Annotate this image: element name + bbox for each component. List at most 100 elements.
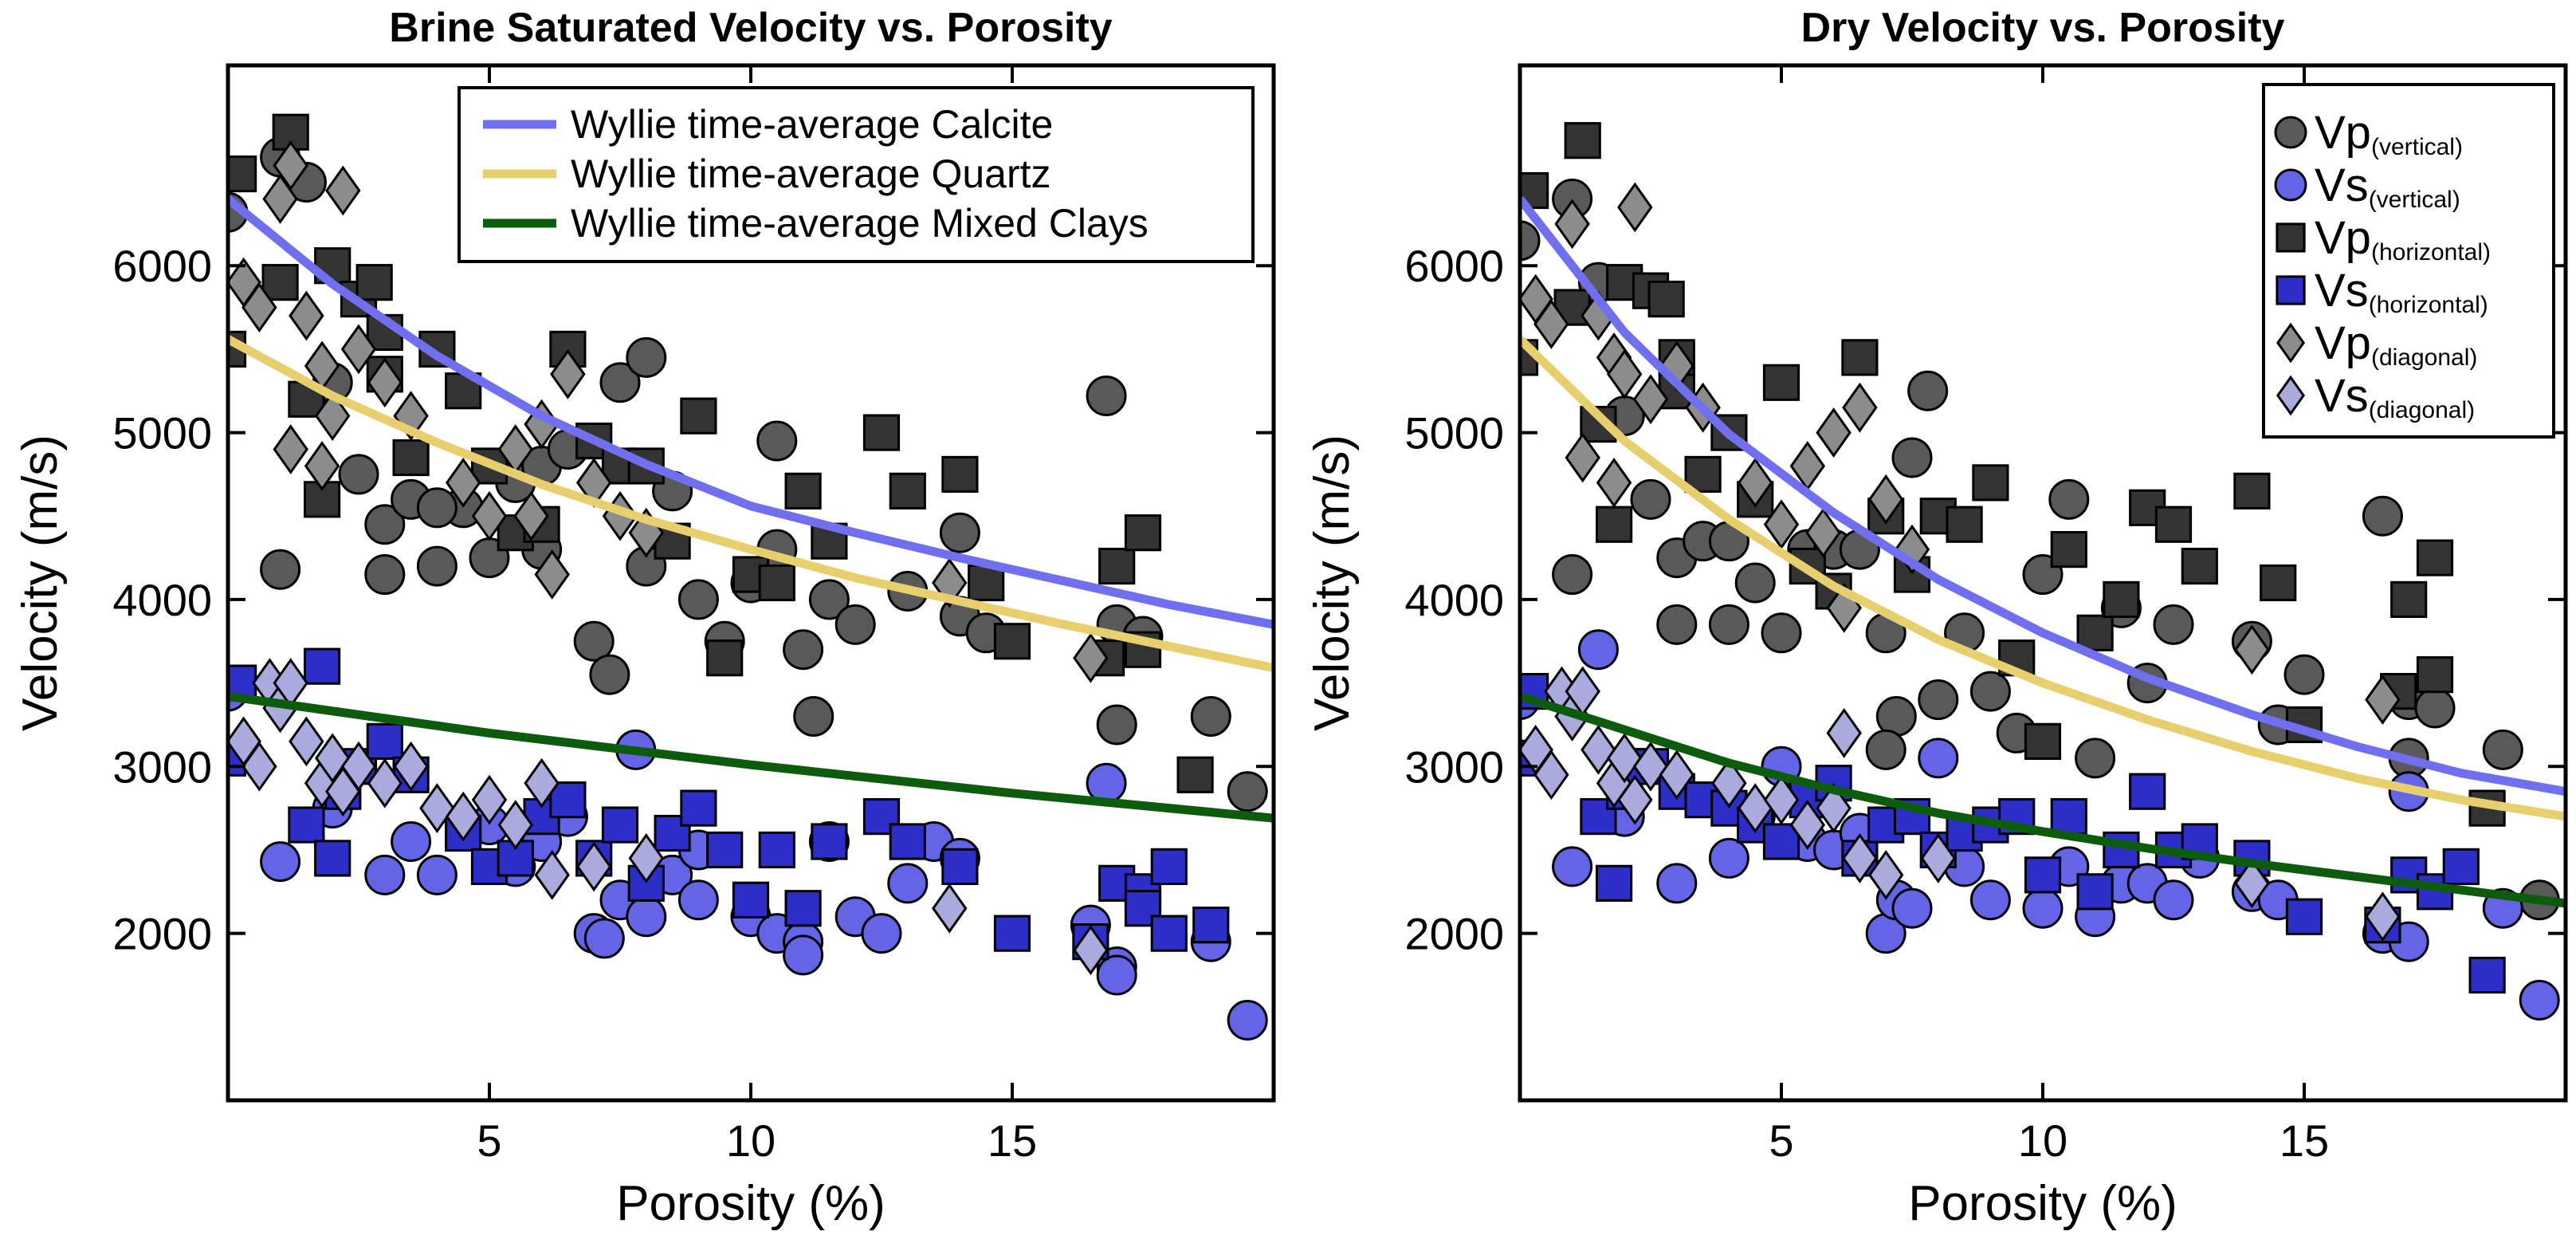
data-point	[2416, 656, 2454, 694]
data-point	[601, 806, 639, 844]
data-point	[1073, 632, 1109, 683]
data-point	[364, 504, 406, 545]
line-wyllie-time-average-quartz	[1520, 336, 2566, 821]
data-point	[416, 545, 457, 587]
data-point	[732, 881, 770, 919]
data-point	[1842, 382, 1878, 433]
data-point	[242, 741, 277, 792]
x-tick-label: 10	[2018, 1115, 2067, 1166]
legend-box	[457, 86, 1255, 263]
data-point	[304, 441, 340, 491]
data-point	[2365, 891, 2401, 942]
series-vs-diagonal	[228, 658, 1109, 975]
data-point	[1520, 220, 1541, 262]
data-point	[2365, 675, 2401, 725]
legend-label: Wyllie time-average Mixed Clays	[571, 201, 1149, 246]
data-point	[1841, 339, 1879, 376]
data-point	[1150, 915, 1188, 952]
data-point	[1867, 474, 1904, 525]
data-point	[1920, 833, 1957, 883]
legend-sublabel: (horizontal)	[2369, 292, 2488, 318]
data-point	[1789, 800, 1826, 850]
data-point	[1972, 464, 2009, 502]
data-point	[340, 324, 377, 375]
data-point	[261, 264, 299, 301]
y-tick-label: 6000	[1404, 241, 1504, 291]
data-point	[1190, 695, 1231, 737]
legend-box	[2262, 83, 2555, 439]
data-point	[393, 741, 429, 792]
data-point	[1086, 376, 1127, 417]
plot-area	[228, 113, 1274, 1041]
data-point	[628, 833, 665, 883]
data-point	[2076, 873, 2114, 911]
data-point	[583, 918, 625, 959]
x-tick-label: 5	[477, 1115, 501, 1166]
y-axis-label: Velocity (m/s)	[1305, 435, 1360, 731]
data-point	[392, 439, 430, 477]
y-tick-label: 6000	[112, 241, 212, 291]
data-point	[513, 490, 549, 541]
data-point	[340, 741, 377, 792]
data-point	[1907, 370, 1949, 411]
data-point	[758, 831, 795, 869]
x-tick-label: 15	[2280, 1115, 2329, 1166]
data-point	[1969, 671, 2011, 712]
data-point	[1761, 612, 1802, 654]
data-point	[2076, 614, 2114, 651]
data-point	[2153, 604, 2194, 645]
data-point	[260, 841, 301, 883]
data-point	[524, 757, 560, 808]
data-point	[314, 391, 351, 442]
data-point	[706, 831, 744, 869]
dry-panel: Dry Velocity vs. Porosity 5 10 15 2000 3000 40…	[1305, 5, 2568, 1231]
data-point	[941, 455, 979, 494]
data-point	[680, 789, 717, 827]
data-point	[1867, 849, 1904, 900]
data-point	[1581, 724, 1616, 775]
data-point	[2260, 564, 2297, 602]
data-point	[1969, 879, 2011, 921]
line-wyllie-time-average-quartz	[228, 335, 1274, 673]
data-point	[1606, 348, 1643, 399]
data-point	[1124, 514, 1162, 552]
x-axis-label: Porosity (%)	[1908, 1176, 2177, 1231]
data-point	[550, 348, 586, 399]
data-point	[1096, 704, 1137, 746]
data-point	[445, 457, 481, 508]
data-point	[2024, 722, 2062, 760]
data-point	[2233, 472, 2271, 509]
data-point	[366, 722, 403, 760]
legend-marker	[2276, 375, 2305, 416]
line-wyllie-time-average-calcite	[228, 195, 1274, 629]
data-point	[932, 883, 968, 934]
data-point	[1564, 122, 1601, 159]
chart-title: Dry Velocity vs. Porosity	[1801, 5, 2285, 51]
data-point	[1918, 738, 1959, 779]
data-point	[2048, 478, 2090, 520]
data-point	[1073, 925, 1109, 975]
legend: Vp(vertical)Vs(vertical)Vp(horizontal)Vs…	[2262, 83, 2555, 439]
data-point	[1606, 733, 1643, 784]
data-point	[993, 915, 1031, 952]
data-point	[1659, 749, 1695, 801]
data-point	[626, 896, 667, 938]
data-point	[1656, 863, 1698, 904]
data-point	[793, 695, 834, 737]
legend-sublabel: (diagonal)	[2369, 397, 2475, 423]
data-point	[273, 424, 308, 474]
data-point	[1946, 506, 1983, 543]
line-wyllie-time-average-mixed-clays	[228, 691, 1274, 823]
brine-panel: Brine Saturated Velocity vs. Porosity 5 10…	[13, 5, 1276, 1231]
data-point	[289, 716, 324, 767]
data-point	[1150, 848, 1188, 886]
data-point	[1617, 774, 1653, 825]
data-point	[706, 639, 744, 677]
data-point	[242, 282, 277, 332]
data-point	[889, 472, 926, 509]
x-axis-label: Porosity (%)	[616, 1176, 886, 1231]
data-point	[1711, 757, 1747, 808]
data-point	[1708, 604, 1749, 645]
data-point	[756, 420, 798, 462]
